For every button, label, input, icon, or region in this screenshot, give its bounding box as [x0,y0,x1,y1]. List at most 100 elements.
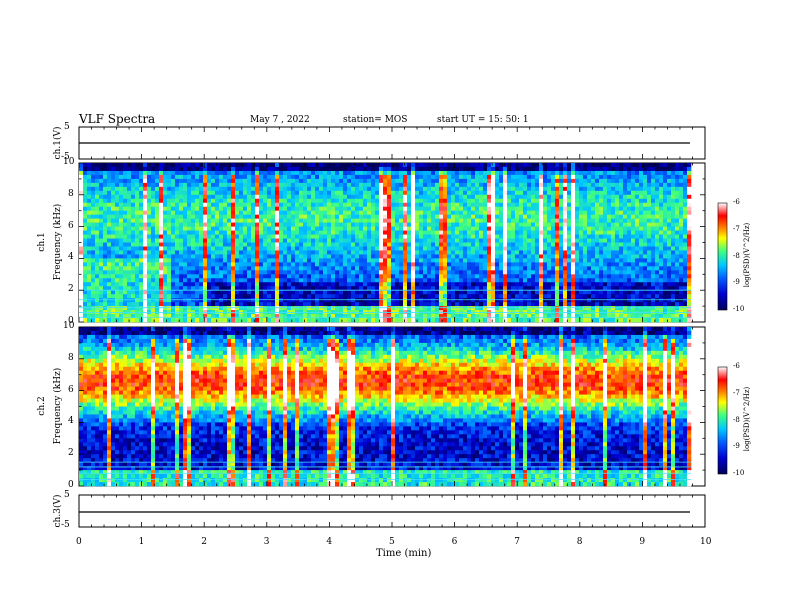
spectrogram-cell [223,290,228,295]
spectrogram-cell [531,222,536,227]
spectrogram-cell [83,266,88,271]
spectrogram-cell [127,210,132,215]
spectrogram-cell [131,222,136,227]
spectrogram-cell [471,222,476,227]
spectrogram-cell [655,270,660,275]
spectrogram-cell [635,198,640,204]
spectrogram-cell [147,258,152,263]
spectrogram-cell [391,202,396,208]
spectrogram-cell [351,282,356,287]
spectrogram-cell [439,170,444,176]
spectrogram-cell [103,222,108,227]
spectrogram-cell [367,194,372,200]
spectrogram-cell [199,234,204,239]
spectrogram-cell [251,163,256,168]
spectrogram-cell [487,194,492,200]
spectrogram-cell [199,182,204,188]
spectrogram-cell [231,274,236,279]
spectrogram-cell [235,246,240,251]
spectrogram-cell [647,242,652,247]
spectrogram-cell [427,238,432,243]
spectrogram-cell [179,186,184,192]
spectrogram-cell [443,186,448,192]
spectrogram-cell [367,170,372,176]
spectrogram-cell [99,226,104,231]
spectrogram-cell [627,218,632,223]
spectrogram-cell [551,226,556,231]
spectrogram-cell [239,170,244,176]
spectrogram-cell [523,254,528,259]
spectrogram-cell [627,278,632,283]
spectrogram-cell [607,258,612,263]
spectrogram-cell [155,206,160,211]
spectrogram-cell [403,194,408,200]
spectrogram-cell [431,234,436,239]
spectrogram-cell [335,266,340,271]
spectrogram-cell [191,170,196,176]
spectrogram-cell [351,258,356,263]
spectrogram-cell [655,250,660,255]
spectrogram-cell [327,194,332,200]
spectrogram-cell [175,163,180,168]
spectrogram-cell [419,206,424,211]
spectrogram-cell [531,246,536,251]
spectrogram-cell [447,238,452,243]
spectrogram-cell [391,234,396,239]
spectrogram-cell [123,222,128,227]
spectrogram-cell [151,222,156,227]
spectrogram-cell [319,166,324,172]
spectrogram-cell [203,230,208,235]
spectrogram-cell [647,206,652,211]
spectrogram-cell [335,178,340,184]
spectrogram-cell [599,186,604,192]
spectrogram-cell [503,186,508,192]
spectrogram-cell [135,190,140,196]
spectrogram-cell [627,206,632,211]
spectrogram-cell [567,278,572,283]
spectrogram-cell [595,246,600,251]
spectrogram-cell [603,170,608,176]
spectrogram-cell [99,214,104,219]
spectrogram-cell [635,246,640,251]
spectrogram-cell [611,190,616,196]
spectrogram-cell [651,246,656,251]
spectrogram-cell [667,198,672,204]
spectrogram-cell [531,234,536,239]
spectrogram-cell [679,274,684,279]
spectrogram-cell [599,238,604,243]
spectrogram-cell [119,166,124,172]
spectrogram-cell [191,194,196,200]
spectrogram-cell [447,174,452,180]
spectrogram-cell [575,266,580,271]
spectrogram-cell [571,234,576,239]
spectrogram-cell [367,238,372,243]
spectrogram-cell [191,286,196,291]
spectrogram-cell [219,202,224,208]
spectrogram-cell [495,242,500,247]
spectrogram-cell [391,270,396,275]
spectrogram-cell [271,194,276,200]
spectrogram-cell [547,218,552,223]
spectrogram-cell [611,282,616,287]
spectrogram-cell [495,278,500,283]
spectrogram-cell [563,238,568,243]
spectrogram-cell [447,230,452,235]
spectrogram-cell [459,182,464,188]
spectrogram-cell [307,198,312,204]
spectrogram-cell [459,290,464,295]
spectrogram-cell [271,178,276,184]
spectrogram-cell [183,206,188,211]
spectrogram-cell [575,170,580,176]
spectrogram-cell [575,274,580,279]
spectrogram-cell [127,266,132,271]
spectrogram-cell [303,202,308,208]
spectrogram-cell [99,282,104,287]
spectrogram-cell [423,214,428,219]
spectrogram-cell [535,214,540,219]
spectrogram-cell [615,202,620,208]
spectrogram-cell [175,242,180,247]
spectrogram-cell [455,238,460,243]
spectrogram-cell [655,266,660,271]
spectrogram-cell [547,266,552,271]
spectrogram-cell [143,198,148,204]
